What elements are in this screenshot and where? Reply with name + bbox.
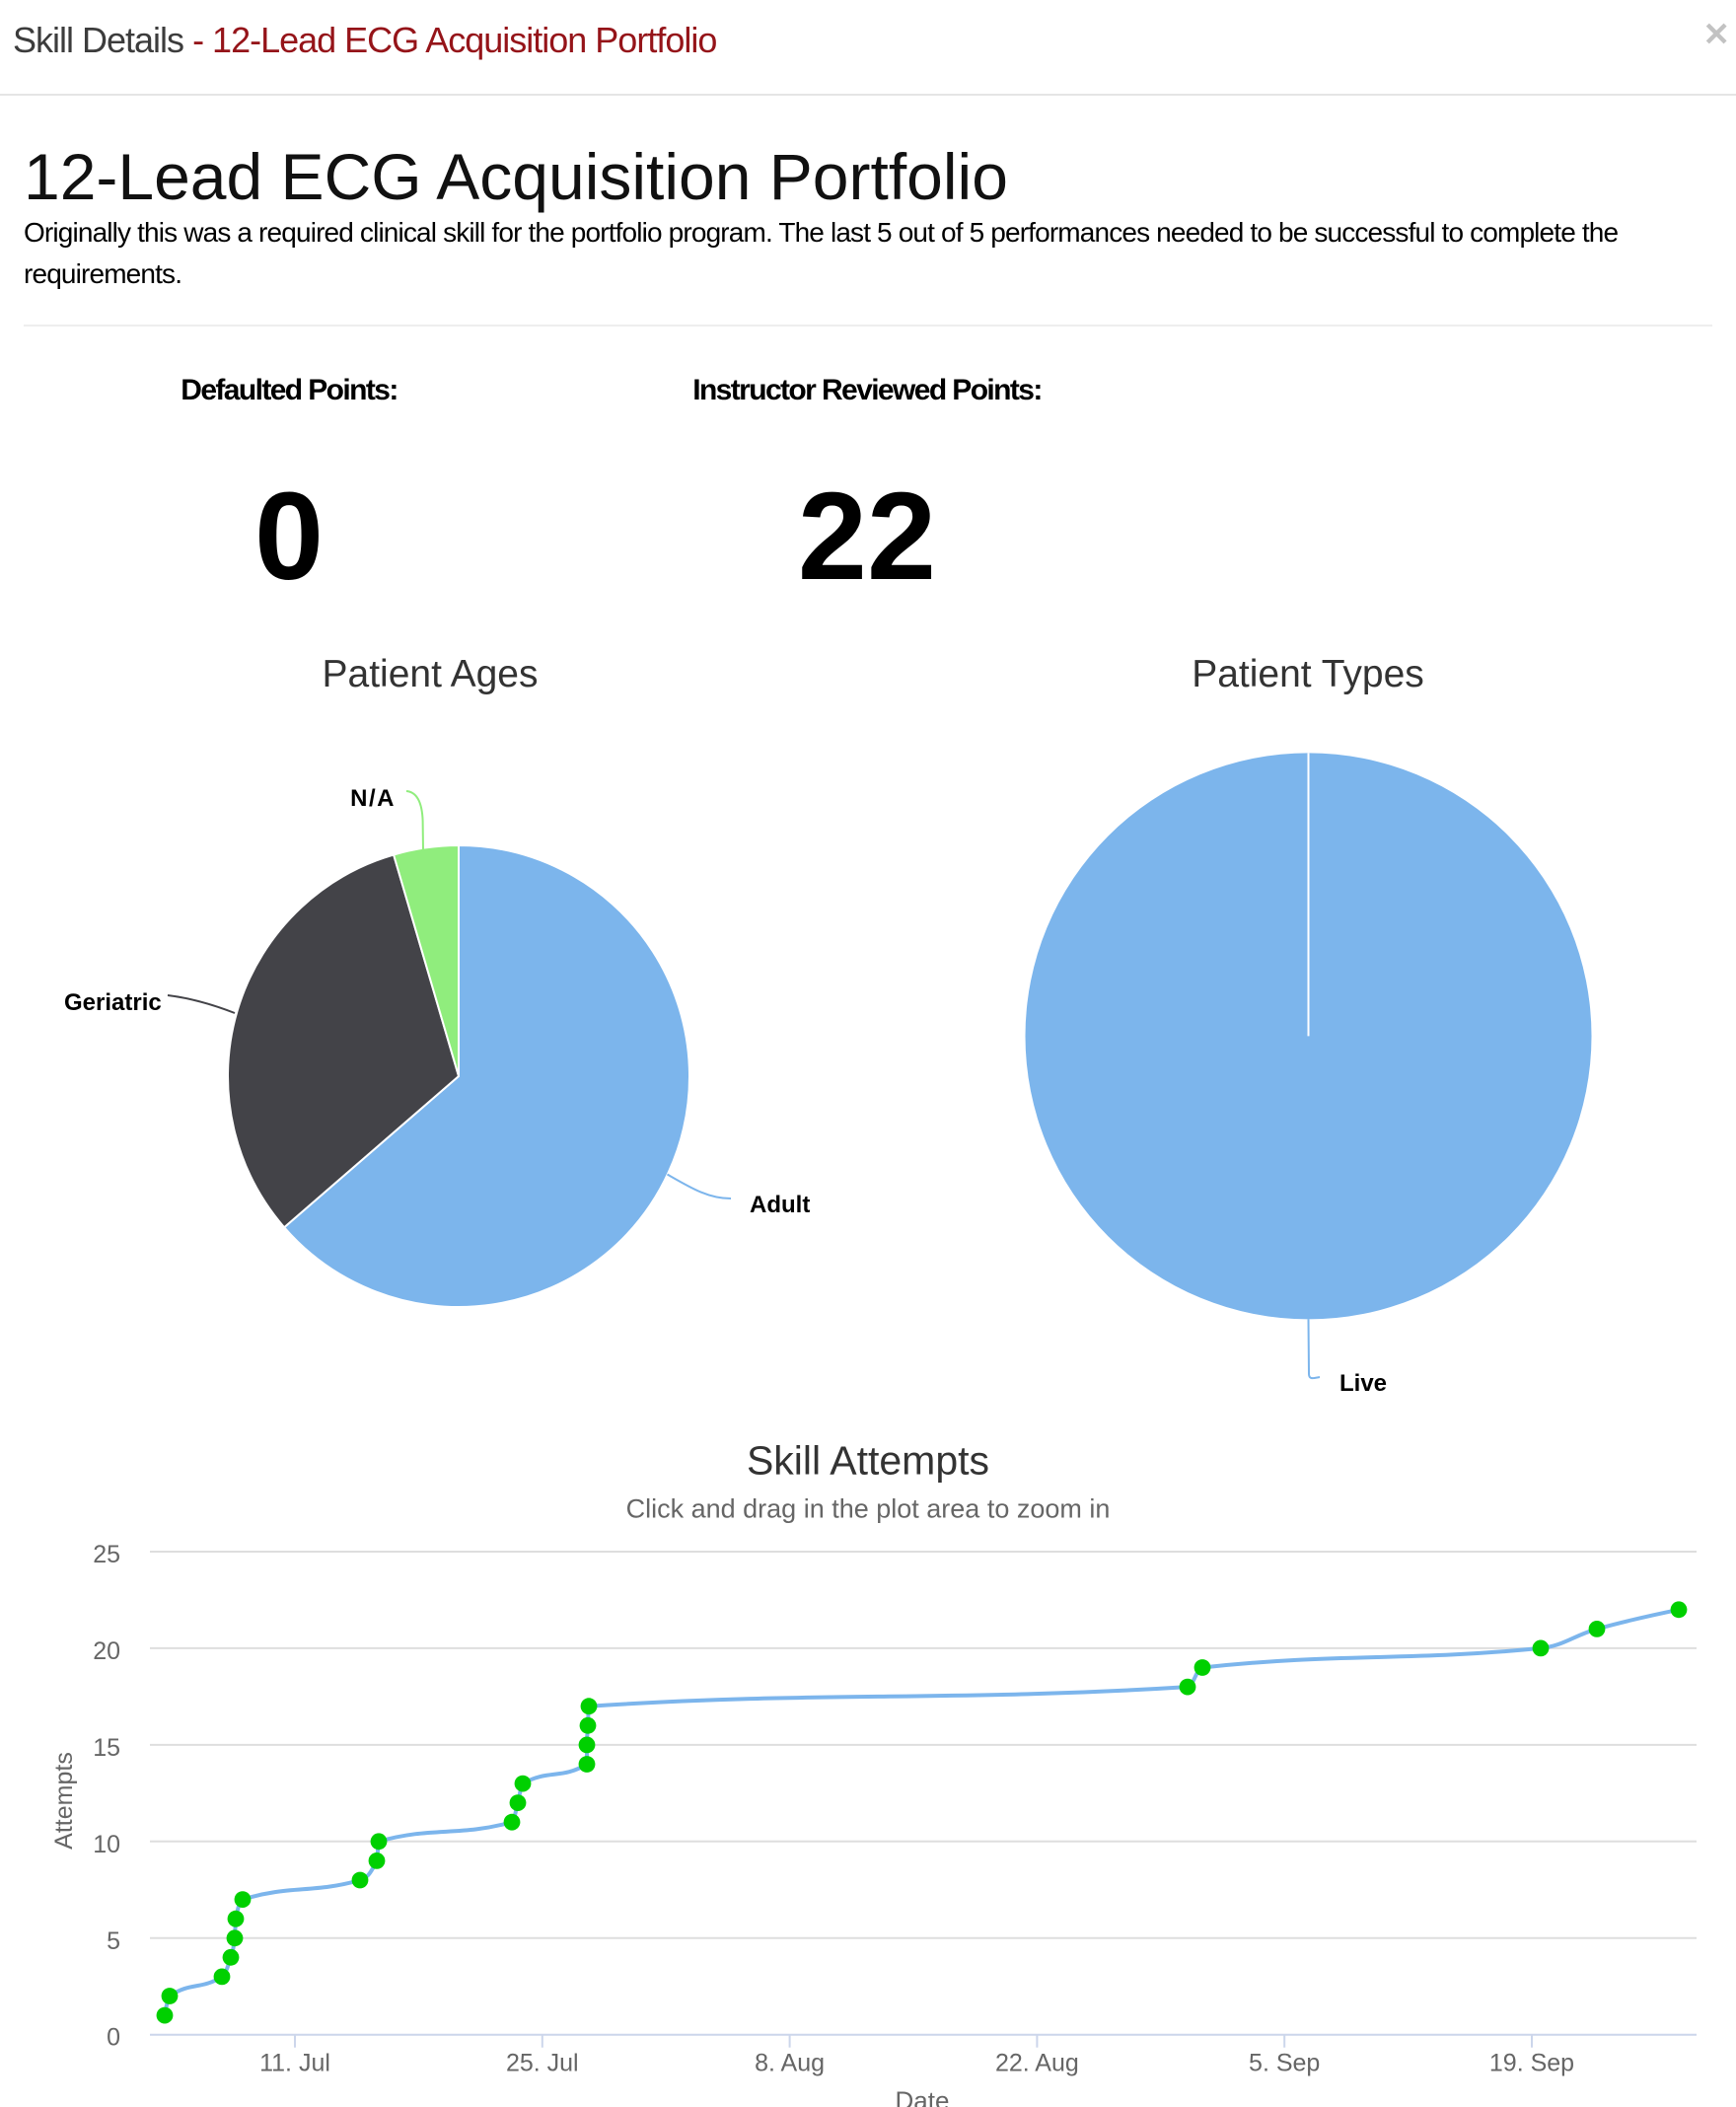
svg-text:0: 0 bbox=[107, 2024, 120, 2052]
svg-text:Skill Attempts: Skill Attempts bbox=[747, 1437, 989, 1483]
svg-text:19. Sep: 19. Sep bbox=[1489, 2049, 1574, 2076]
svg-text:Date: Date bbox=[896, 2085, 950, 2107]
svg-text:22. Aug: 22. Aug bbox=[995, 2049, 1079, 2076]
svg-text:10: 10 bbox=[93, 1831, 120, 1858]
svg-text:5. Sep: 5. Sep bbox=[1249, 2049, 1320, 2076]
svg-text:Click and drag in the plot are: Click and drag in the plot area to zoom … bbox=[626, 1493, 1111, 1523]
svg-text:N/A: N/A bbox=[350, 785, 396, 812]
svg-text:Live: Live bbox=[1339, 1370, 1387, 1397]
svg-text:Adult: Adult bbox=[750, 1192, 810, 1218]
svg-text:Patient Types: Patient Types bbox=[1192, 653, 1424, 695]
svg-text:Geriatric: Geriatric bbox=[64, 989, 162, 1016]
svg-text:25: 25 bbox=[93, 1541, 120, 1568]
svg-text:20: 20 bbox=[93, 1637, 120, 1665]
svg-text:25. Jul: 25. Jul bbox=[506, 2049, 579, 2076]
svg-text:5: 5 bbox=[107, 1927, 120, 1955]
svg-text:11. Jul: 11. Jul bbox=[259, 2049, 330, 2076]
svg-text:15: 15 bbox=[93, 1734, 120, 1762]
svg-text:8. Aug: 8. Aug bbox=[755, 2049, 825, 2076]
svg-text:Patient Ages: Patient Ages bbox=[323, 653, 539, 695]
svg-text:Attempts: Attempts bbox=[50, 1752, 78, 1850]
